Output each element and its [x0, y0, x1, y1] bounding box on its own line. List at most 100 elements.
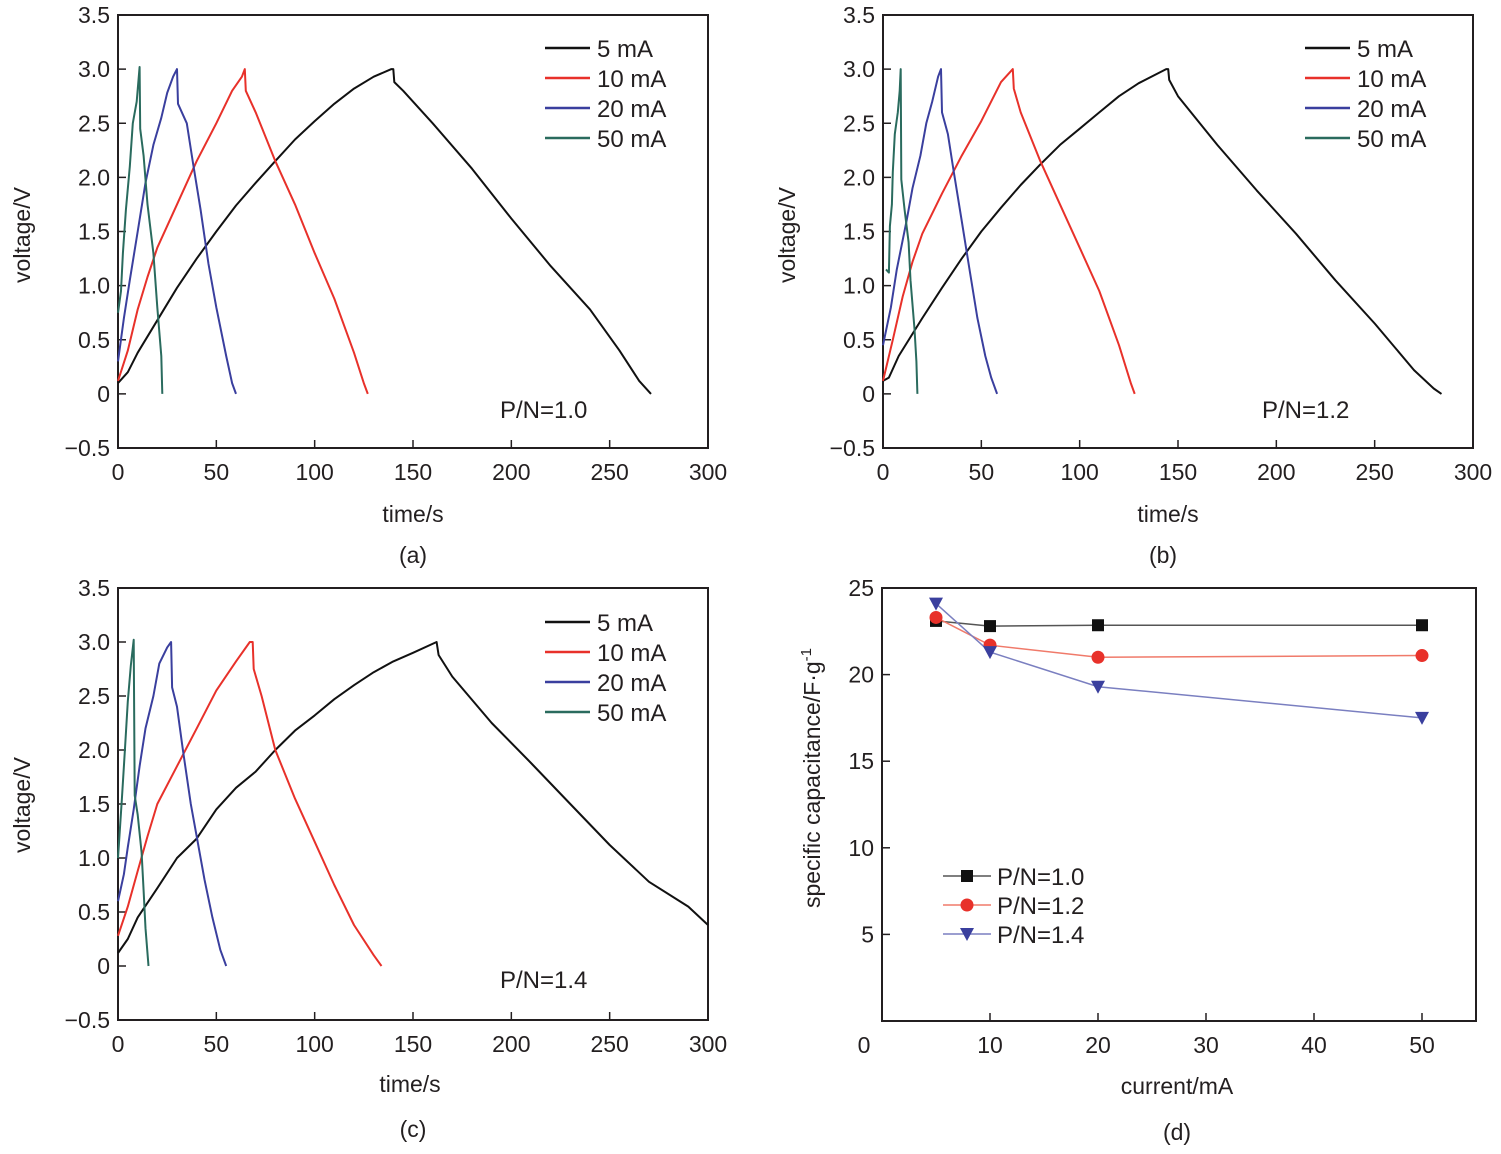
y-tick-label: 1.0	[78, 273, 110, 299]
series-line-5-ma	[882, 68, 1443, 395]
panel-a-label: (a)	[399, 542, 427, 568]
legend-label: 10 mA	[1357, 66, 1426, 93]
data-point-marker	[1092, 619, 1104, 632]
legend-label: 10 mA	[597, 640, 666, 667]
panel-d-label: (d)	[1163, 1119, 1191, 1145]
panel-a-ylabel: voltage/V	[9, 186, 35, 283]
series-line-p-n-1-4	[935, 603, 1423, 719]
data-point-marker	[1415, 649, 1429, 663]
panel-b-xlabel: time/s	[1137, 501, 1198, 527]
panel-d-xlabel: current/mA	[1121, 1073, 1234, 1099]
y-tick-label: 1.0	[843, 273, 875, 299]
series-line-10-ma	[117, 68, 369, 395]
y-tick-label: 2.5	[78, 683, 110, 709]
legend-label: 5 mA	[1357, 36, 1413, 63]
y-tick-label: 1.5	[843, 219, 875, 245]
panel-d-plot-frame	[881, 587, 1477, 1022]
series-line-10-ma	[117, 641, 383, 967]
x-tick-label: 200	[492, 459, 530, 485]
x-tick-label: 0	[877, 459, 890, 485]
y-tick-label: 2.5	[78, 110, 110, 136]
y-tick-label: 25	[848, 575, 874, 601]
panel-d-ylabel: specific capacitance/F·g-1	[798, 648, 825, 908]
legend-label: 20 mA	[597, 670, 666, 697]
legend-label: P/N=1.4	[997, 922, 1084, 949]
y-tick-label: 2.0	[78, 737, 110, 763]
y-tick-label: 3.0	[78, 629, 110, 655]
series-line-p-n-1-0	[935, 620, 1422, 627]
y-tick-label: 0.5	[78, 899, 110, 925]
data-point-marker	[983, 646, 997, 660]
x-tick-label: 50	[1409, 1032, 1435, 1058]
y-tick-label: 0	[97, 381, 110, 407]
y-tick-label: 5	[861, 921, 874, 947]
legend-label: 50 mA	[597, 700, 666, 727]
panel-c-xlabel: time/s	[379, 1071, 440, 1097]
x-tick-label: 50	[969, 459, 995, 485]
panel-c-ylabel: voltage/V	[9, 756, 35, 853]
panel-b-voltage-chart: voltage/V time/s (b) P/N=1.2 −0.500.51.0…	[774, 2, 1492, 568]
y-tick-label: 3.5	[78, 2, 110, 28]
y-tick-label: 1.5	[78, 791, 110, 817]
x-tick-label: 0	[112, 1031, 125, 1057]
series-line-50-ma	[117, 66, 164, 394]
x-tick-label: 200	[492, 1031, 530, 1057]
y-tick-label: 0	[862, 381, 875, 407]
legend-label: P/N=1.2	[997, 893, 1084, 920]
y-tick-label: 3.5	[843, 2, 875, 28]
panel-a-xlabel: time/s	[382, 501, 443, 527]
y-tick-label: 1.0	[78, 845, 110, 871]
x-tick-label: 150	[394, 459, 432, 485]
y-tick-label: 2.5	[843, 110, 875, 136]
legend-label: 10 mA	[597, 66, 666, 93]
legend-marker	[961, 870, 973, 882]
legend-label: 50 mA	[1357, 126, 1426, 153]
x-tick-label: 250	[590, 1031, 628, 1057]
series-line-5-ma	[117, 641, 709, 954]
x-tick-label: 100	[295, 1031, 333, 1057]
x-tick-label: 20	[1085, 1032, 1111, 1058]
y-tick-label: 0.5	[78, 327, 110, 353]
panel-c-voltage-chart: voltage/V time/s (c) P/N=1.4 −0.500.51.0…	[9, 575, 727, 1142]
data-point-marker	[1091, 680, 1105, 694]
y-tick-label: 3.0	[843, 56, 875, 82]
series-line-20-ma	[117, 68, 237, 395]
x-tick-label: 150	[394, 1031, 432, 1057]
panel-b-ylabel: voltage/V	[774, 186, 800, 283]
y-tick-label: 0.5	[843, 327, 875, 353]
panel-a-annotation: P/N=1.0	[500, 397, 587, 424]
y-tick-label: −0.5	[65, 435, 110, 461]
legend-marker	[960, 928, 974, 941]
legend-label: 50 mA	[597, 126, 666, 153]
x-tick-label: 300	[689, 1031, 727, 1057]
panel-c-label: (c)	[400, 1116, 427, 1142]
y-tick-label: 3.5	[78, 575, 110, 601]
data-point-marker	[929, 597, 943, 611]
y-tick-label: 3.0	[78, 56, 110, 82]
legend-label: P/N=1.0	[997, 864, 1084, 891]
x-tick-label: 30	[1193, 1032, 1219, 1058]
y-tick-label: −0.5	[65, 1007, 110, 1033]
panel-b-annotation: P/N=1.2	[1262, 397, 1349, 424]
series-line-50-ma	[885, 68, 919, 394]
panel-d-ylabel-text: specific capacitance/F·g	[799, 661, 825, 908]
x-tick-label: 300	[689, 459, 727, 485]
legend-marker	[960, 898, 974, 912]
y-tick-label: 1.5	[78, 219, 110, 245]
panel-a-voltage-chart: voltage/V time/s (a) P/N=1.0 −0.5 0 0.5 1.0…	[9, 2, 727, 568]
data-point-marker	[929, 610, 943, 624]
x-tick-label: 100	[1060, 459, 1098, 485]
y-tick-label: 10	[848, 835, 874, 861]
series-line-20-ma	[117, 641, 228, 967]
x-tick-label: 50	[204, 1031, 230, 1057]
x-tick-label: 300	[1454, 459, 1492, 485]
x-tick-label: 200	[1257, 459, 1295, 485]
data-point-marker	[1091, 650, 1105, 664]
series-line-5-ma	[117, 68, 652, 395]
series-line-p-n-1-2	[935, 616, 1423, 659]
y-tick-label: 15	[848, 748, 874, 774]
y-tick-label: 2.0	[843, 164, 875, 190]
x-tick-label: 100	[295, 459, 333, 485]
x-tick-label: 40	[1301, 1032, 1327, 1058]
